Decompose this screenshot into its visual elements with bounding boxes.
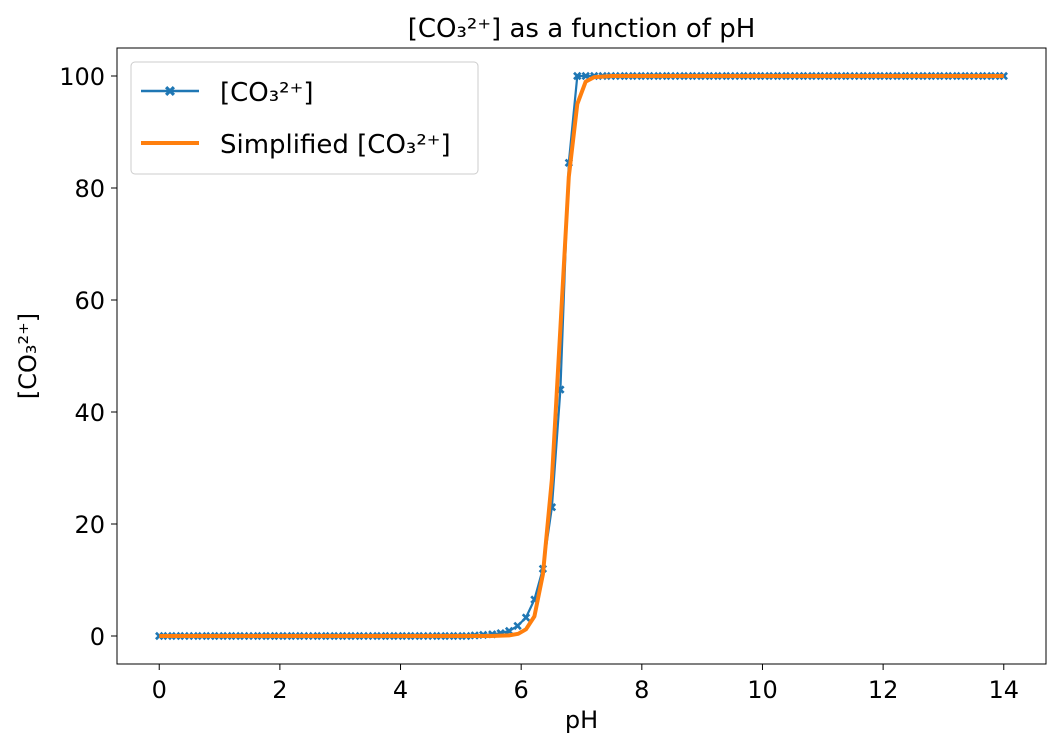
legend-label-series-2: Simplified [CO₃²⁺] (220, 130, 451, 160)
x-tick-label: 10 (747, 676, 778, 704)
x-tick-label: 0 (152, 676, 167, 704)
y-tick-label: 0 (90, 623, 105, 651)
data-point (513, 621, 522, 631)
legend-box (130, 61, 479, 175)
x-tick-label: 8 (634, 676, 649, 704)
series-line-2 (159, 74, 1004, 638)
x-tick-label: 12 (868, 676, 899, 704)
chart-title: [CO₃²⁺] as a function of pH (408, 14, 756, 44)
plot-frame (116, 47, 1047, 665)
data-point (581, 71, 590, 81)
legend-marker-series-1 (165, 86, 175, 96)
legend-label-series-1: [CO₃²⁺] (220, 78, 313, 108)
x-tick-label: 14 (988, 676, 1019, 704)
data-point (573, 71, 582, 81)
x-tick-label: 6 (514, 676, 529, 704)
legend: [CO₃²⁺] Simplified [CO₃²⁺] (130, 61, 479, 175)
x-axis-label: pH (565, 706, 598, 734)
series-layer (155, 71, 1008, 641)
x-tick-label: 2 (272, 676, 287, 704)
y-tick-label: 20 (74, 511, 105, 539)
x-tick-label: 4 (393, 676, 408, 704)
y-tick-label: 60 (74, 287, 105, 315)
axes-layer: 0 2 4 6 8 10 12 14 0 20 40 60 80 100 (59, 63, 1019, 704)
y-axis-label: [CO₃²⁺] (14, 313, 42, 399)
data-point (521, 613, 531, 622)
y-tick-label: 100 (59, 63, 105, 91)
y-tick-label: 80 (74, 175, 105, 203)
y-tick-label: 40 (74, 399, 105, 427)
